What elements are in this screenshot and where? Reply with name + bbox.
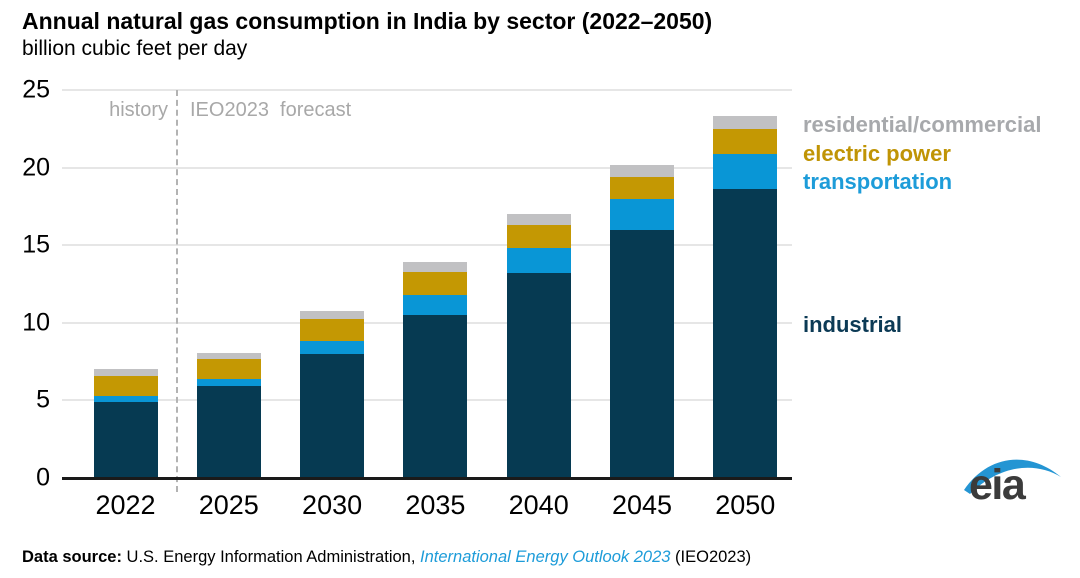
gridline-25	[62, 89, 792, 91]
bar-2035-residential-commercial	[403, 262, 468, 272]
bar-2025-transportation	[196, 378, 261, 387]
x-axis-label-2022: 2022	[95, 490, 156, 520]
data-source: Data source: U.S. Energy Information Adm…	[22, 548, 751, 567]
bar-2050-transportation	[713, 153, 778, 190]
bar-2050-electric-power	[713, 128, 778, 154]
legend-industrial: industrial	[803, 312, 903, 337]
bar-2030-industrial	[300, 353, 365, 478]
bar-2045-industrial	[610, 229, 674, 478]
bar-2045-residential-commercial	[610, 164, 674, 177]
y-axis-label-5: 5	[36, 385, 50, 414]
x-axis-line	[62, 477, 792, 480]
data-source-text: U.S. Energy Information Administration,	[121, 548, 421, 566]
bar-2040-residential-commercial	[506, 214, 571, 226]
bar-2045-electric-power	[610, 176, 674, 200]
plot-area: history IEO2023 forecast 0 5 10 15 20 25 2022 2…	[22, 77, 792, 520]
data-source-link[interactable]: International Energy Outlook 2023	[420, 548, 671, 566]
gridline-15	[62, 244, 792, 247]
bar-2035-industrial	[403, 315, 468, 478]
bar-2030-residential-commercial	[300, 311, 365, 319]
bar-2022-transportation	[93, 395, 158, 402]
data-source-suffix: (IEO2023)	[670, 548, 752, 566]
forecast-label: IEO2023 forecast	[190, 99, 352, 121]
bar-2040-industrial	[506, 273, 571, 478]
gridline-20	[62, 166, 792, 169]
bar-2040-transportation	[506, 248, 571, 274]
x-axis-label-2040: 2040	[508, 490, 569, 520]
x-axis-label-2025: 2025	[198, 490, 259, 520]
x-axis-label-2030: 2030	[302, 490, 363, 520]
legend-electric-power: electric power	[803, 141, 951, 166]
bar-2040-electric-power	[506, 225, 571, 249]
history-forecast-divider	[176, 90, 179, 492]
legend-residential-commercial: residential/commercial	[803, 112, 1042, 137]
x-axis-label-2045: 2045	[611, 490, 673, 520]
y-axis-label-25: 25	[22, 75, 50, 104]
chart-title: Annual natural gas consumption in India …	[22, 8, 713, 34]
bar-2022-industrial	[93, 401, 158, 478]
bar-2025-industrial	[196, 386, 261, 478]
bar-2025-electric-power	[196, 359, 261, 379]
legend-transportation: transportation	[803, 169, 953, 194]
bar-2045-transportation	[610, 199, 674, 230]
bar-2030-electric-power	[300, 318, 365, 341]
eia-logo-text: eia	[969, 461, 1026, 509]
bar-2035-transportation	[403, 294, 468, 316]
history-label: history	[109, 99, 168, 121]
bar-2022-electric-power	[93, 375, 158, 396]
bar-2035-electric-power	[403, 271, 468, 295]
y-axis-label-0: 0	[36, 463, 50, 492]
bar-2050-industrial	[713, 189, 778, 478]
chart-subtitle: billion cubic feet per day	[22, 37, 248, 60]
x-axis-label-2035: 2035	[405, 490, 466, 520]
bar-2030-transportation	[300, 340, 365, 354]
eia-swoosh-icon	[964, 459, 1061, 494]
y-axis-label-15: 15	[22, 230, 50, 259]
eia-logo: eia	[961, 448, 1065, 516]
x-axis-label-2050: 2050	[715, 490, 776, 520]
bar-2022-residential-commercial	[93, 369, 158, 376]
bar-2050-residential-commercial	[713, 116, 778, 129]
y-axis-label-20: 20	[22, 153, 50, 182]
y-axis-label-10: 10	[22, 308, 50, 337]
data-source-prefix: Data source:	[22, 548, 122, 566]
bar-2025-residential-commercial	[196, 353, 261, 360]
